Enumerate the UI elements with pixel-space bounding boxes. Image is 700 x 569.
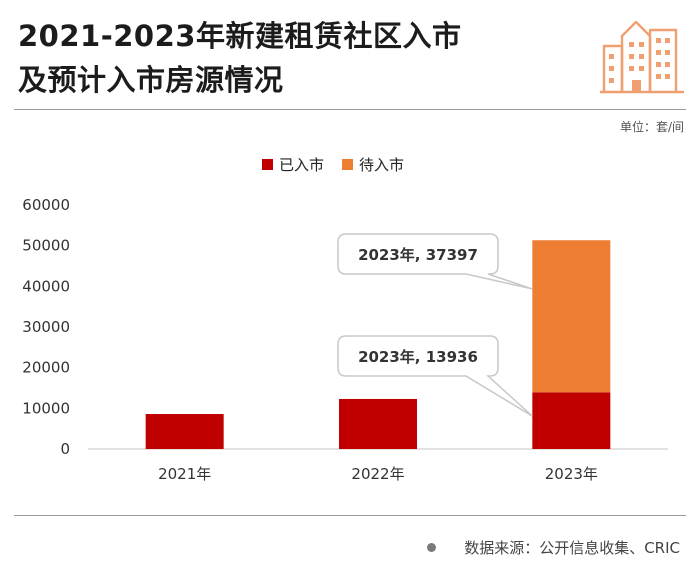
y-tick-label: 0 <box>60 440 70 458</box>
source-note: 数据来源：公开信息收集、CRIC <box>427 537 680 558</box>
legend-item-pending: 待入市 <box>342 154 404 175</box>
unit-label: 单位：套/间 <box>619 120 684 134</box>
x-tick-label: 2021年 <box>158 465 211 483</box>
y-tick-label: 20000 <box>22 359 70 377</box>
chart-legend: 已入市 待入市 <box>262 154 404 175</box>
title-line-1: 2021-2023年新建租赁社区入市 <box>18 19 462 53</box>
bar <box>532 240 611 393</box>
legend-swatch-entered <box>262 159 273 170</box>
data-label: 2023年, 13936 <box>358 348 478 366</box>
top-divider <box>14 109 686 110</box>
legend-label-entered: 已入市 <box>279 156 325 174</box>
y-tick-label: 60000 <box>22 196 70 214</box>
x-tick-label: 2023年 <box>545 465 598 483</box>
y-tick-label: 30000 <box>22 318 70 336</box>
data-label: 2023年, 37397 <box>358 246 478 264</box>
bullet-dot-icon <box>427 543 437 552</box>
title-line-2: 及预计入市房源情况 <box>18 63 284 97</box>
bar <box>145 414 224 449</box>
bar <box>339 398 417 449</box>
bottom-divider <box>14 515 686 516</box>
bar <box>532 392 611 449</box>
y-tick-label: 50000 <box>22 237 70 255</box>
data-callout-box <box>337 335 533 417</box>
legend-swatch-pending <box>342 159 354 170</box>
source-text: 数据来源：公开信息收集、CRIC <box>464 539 680 557</box>
y-tick-label: 10000 <box>22 399 70 417</box>
legend-label-pending: 待入市 <box>359 156 405 174</box>
city-buildings-icon <box>600 20 684 94</box>
legend-item-entered: 已入市 <box>262 154 324 175</box>
chart-title: 2021-2023年新建租赁社区入市 及预计入市房源情况 <box>18 14 558 102</box>
y-tick-label: 40000 <box>22 277 70 295</box>
x-tick-label: 2022年 <box>351 465 404 483</box>
data-callout-box <box>337 233 533 290</box>
